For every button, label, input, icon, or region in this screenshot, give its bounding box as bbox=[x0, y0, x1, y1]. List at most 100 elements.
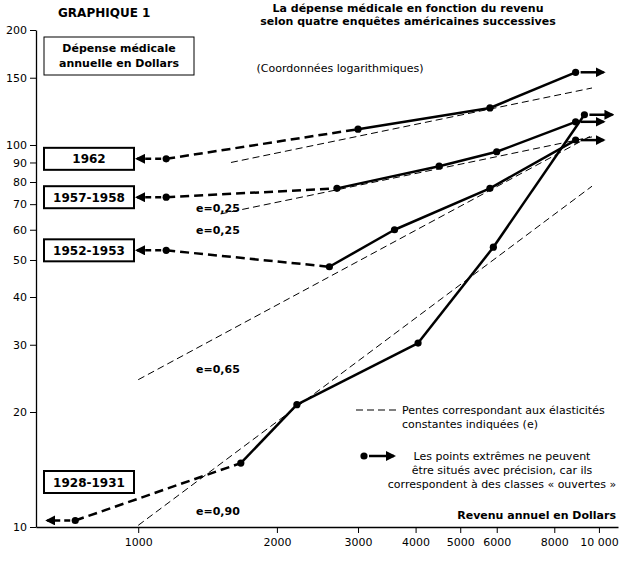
series-point bbox=[163, 247, 170, 254]
series-segment bbox=[337, 166, 439, 188]
series-point bbox=[391, 226, 398, 233]
y-tick-mark bbox=[30, 145, 36, 146]
series bbox=[137, 69, 604, 163]
elasticity-line bbox=[138, 186, 592, 525]
series-point bbox=[572, 136, 579, 143]
open-class-arrow bbox=[581, 139, 604, 142]
x-tick: 1000 bbox=[125, 527, 153, 549]
key: Pentes correspondant aux élasticitéscons… bbox=[356, 404, 616, 491]
series-point bbox=[163, 194, 170, 201]
chart: 1000 2000 3000 4000 5000 6000 8000 10 000 10 20 30… bbox=[0, 0, 622, 573]
x-tick-label: 5000 bbox=[447, 536, 475, 549]
elasticity-line bbox=[138, 135, 592, 379]
y-tick-label: 30 bbox=[13, 339, 27, 352]
y-tick: 50 bbox=[13, 254, 36, 267]
series-segment bbox=[418, 247, 493, 343]
series-segment bbox=[166, 188, 337, 197]
series-point bbox=[333, 185, 340, 192]
x-tick-mark bbox=[358, 527, 359, 533]
x-tick: 3000 bbox=[345, 527, 373, 549]
y-tick-mark bbox=[30, 162, 36, 163]
series-segment bbox=[166, 250, 329, 266]
series-point bbox=[493, 148, 500, 155]
y-tick: 10 bbox=[13, 521, 36, 534]
open-class-arrow bbox=[589, 113, 612, 116]
y-tick: 60 bbox=[13, 224, 36, 237]
y-tick-label: 40 bbox=[13, 291, 27, 304]
x-tick-mark bbox=[599, 527, 600, 533]
elasticity-label: e=0,25 bbox=[196, 202, 240, 215]
x-tick-label: 2000 bbox=[263, 536, 291, 549]
y-tick-mark bbox=[30, 345, 36, 346]
x-tick-label: 3000 bbox=[345, 536, 373, 549]
series-point bbox=[572, 69, 579, 76]
key-dot-sample bbox=[360, 452, 367, 459]
series-point bbox=[486, 104, 493, 111]
y-tick: 100 bbox=[6, 139, 36, 152]
series-segment bbox=[490, 72, 576, 108]
x-tick-label: 4000 bbox=[402, 536, 430, 549]
open-class-arrow bbox=[137, 196, 161, 199]
series-segment bbox=[395, 188, 490, 229]
subtitle: selon quatre enquêtes américaines succes… bbox=[260, 15, 556, 28]
series-label: 1952-1953 bbox=[53, 244, 125, 258]
series-segment bbox=[439, 152, 497, 166]
series-segment bbox=[241, 405, 297, 463]
x-tick-mark bbox=[460, 527, 461, 533]
y-tick-mark bbox=[30, 412, 36, 413]
y-tick-label: 100 bbox=[6, 139, 27, 152]
y-axis: 10 20 30 40 50 60 70 80 90 100 150 200 bbox=[6, 24, 37, 534]
y-tick-label: 70 bbox=[13, 198, 27, 211]
y-tick: 150 bbox=[6, 72, 36, 85]
open-class-arrow bbox=[137, 249, 161, 252]
series-point bbox=[163, 155, 170, 162]
elasticity-label: e=0,90 bbox=[196, 505, 240, 518]
series-segment bbox=[493, 115, 584, 247]
open-class-arrow bbox=[581, 121, 604, 124]
y-tick: 200 bbox=[6, 24, 36, 37]
y-tick: 40 bbox=[13, 291, 36, 304]
x-tick-label: 6000 bbox=[483, 536, 511, 549]
x-tick-label: 8000 bbox=[541, 536, 569, 549]
y-tick-label: 50 bbox=[13, 254, 27, 267]
y-tick-label: 90 bbox=[13, 156, 27, 169]
elasticity-label: e=0,25 bbox=[196, 224, 240, 237]
series-point bbox=[72, 517, 79, 524]
elasticity-label: e=0,65 bbox=[196, 363, 240, 376]
x-tick: 4000 bbox=[402, 527, 430, 549]
y-tick-mark bbox=[30, 78, 36, 79]
key-text: constantes indiquées (e) bbox=[402, 418, 538, 431]
key-text: Les points extrêmes ne peuvent bbox=[414, 450, 592, 463]
y-axis-title: annuelle en Dollars bbox=[59, 57, 179, 70]
series-segment bbox=[329, 230, 394, 267]
key-text: être situés avec précision, car ils bbox=[412, 464, 593, 477]
series-labels: 19621957-19581952-19531928-1931 bbox=[44, 148, 134, 493]
y-tick-label: 20 bbox=[13, 406, 27, 419]
series-point bbox=[414, 339, 421, 346]
y-axis-line bbox=[36, 31, 37, 528]
open-class-arrow bbox=[47, 519, 70, 522]
y-label-box bbox=[44, 37, 194, 75]
y-tick: 70 bbox=[13, 198, 36, 211]
key-text: Pentes correspondant aux élasticités bbox=[402, 404, 605, 417]
x-tick-label: 10 000 bbox=[580, 536, 619, 549]
x-tick-mark bbox=[416, 527, 417, 533]
x-tick-mark bbox=[497, 527, 498, 533]
y-tick: 90 bbox=[13, 156, 36, 169]
x-tick-mark bbox=[554, 527, 555, 533]
series-point bbox=[581, 111, 588, 118]
x-tick: 2000 bbox=[263, 527, 291, 549]
y-tick-mark bbox=[30, 30, 36, 31]
y-tick-mark bbox=[30, 182, 36, 183]
x-axis-title: Revenu annuel en Dollars bbox=[457, 509, 616, 522]
x-tick-mark bbox=[277, 527, 278, 533]
series-segment bbox=[166, 129, 358, 159]
plot-area bbox=[47, 69, 612, 526]
series-point bbox=[293, 401, 300, 408]
series-point bbox=[486, 185, 493, 192]
x-tick-mark bbox=[138, 527, 139, 533]
x-tick: 6000 bbox=[483, 527, 511, 549]
series-point bbox=[237, 459, 244, 466]
elasticity-line bbox=[221, 137, 592, 214]
y-tick: 80 bbox=[13, 176, 36, 189]
